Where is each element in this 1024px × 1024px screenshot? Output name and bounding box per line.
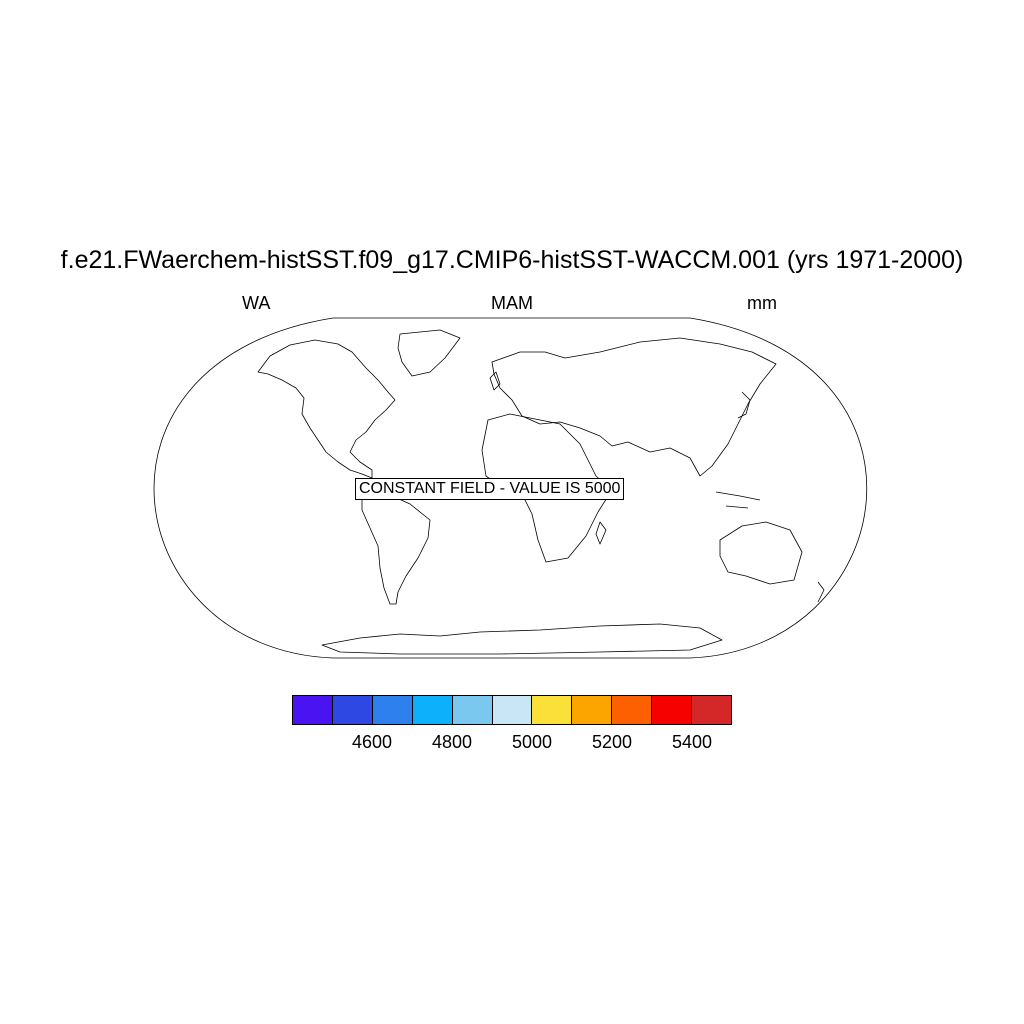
indonesia-coastline [715, 491, 761, 509]
north-america-coastline [257, 339, 396, 479]
colorbar-tick-label: 4800 [431, 732, 473, 752]
variable-label: WA [242, 293, 271, 313]
new-zealand-coastline [817, 581, 825, 603]
colorbar-swatch [332, 696, 373, 724]
colorbar-swatch [412, 696, 453, 724]
uk-coastline [489, 371, 501, 391]
madagascar-coastline [595, 521, 607, 545]
colorbar-swatch [372, 696, 413, 724]
colorbar-swatch [652, 696, 693, 724]
colorbar-swatch [293, 696, 333, 724]
australia-coastline [719, 521, 803, 585]
units-label: mm [747, 293, 777, 313]
colorbar-tick-label: 5000 [511, 732, 553, 752]
antarctica-coastline [321, 623, 723, 655]
greenland-coastline [397, 329, 461, 377]
colorbar-tick-label: 5200 [591, 732, 633, 752]
colorbar-swatch [452, 696, 493, 724]
plot-title: f.e21.FWaerchem-histSST.f09_g17.CMIP6-hi… [60, 246, 964, 274]
colorbar-tick-label: 5400 [671, 732, 713, 752]
colorbar-swatch [692, 696, 731, 724]
colorbar-swatch [572, 696, 613, 724]
south-america-coastline [361, 493, 431, 605]
map-boundary [153, 317, 868, 659]
japan-coastline [737, 391, 751, 419]
colorbar-tick-label: 4600 [351, 732, 393, 752]
colorbar-swatch [492, 696, 533, 724]
colorbar-swatch [532, 696, 573, 724]
constant-field-annotation: CONSTANT FIELD - VALUE IS 5000 [355, 478, 625, 500]
eurasia-coastline [491, 337, 777, 477]
colorbar [292, 695, 732, 725]
season-label: MAM [491, 293, 533, 313]
colorbar-swatch [612, 696, 653, 724]
